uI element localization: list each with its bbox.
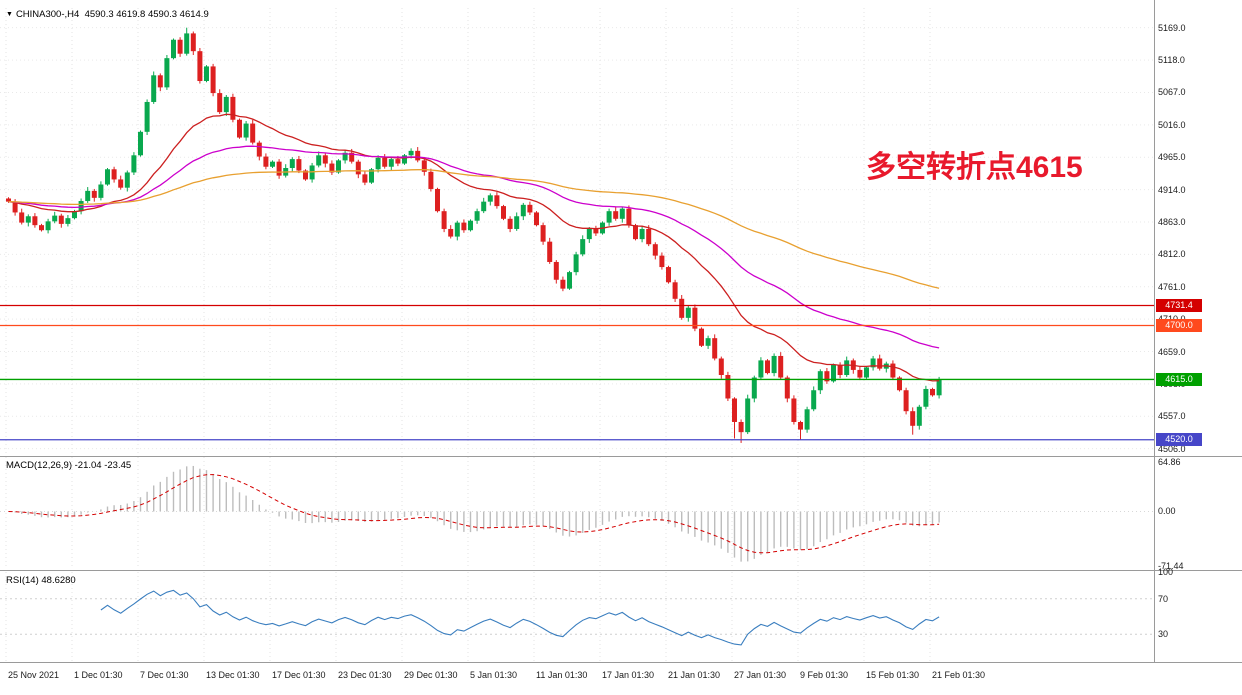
price-axis-label: 4914.0	[1158, 184, 1186, 195]
price-axis-label: 4812.0	[1158, 249, 1186, 260]
price-axis-label: 5169.0	[1158, 22, 1186, 33]
time-axis-label: 13 Dec 01:30	[206, 670, 260, 680]
symbol-period-label: CHINA300-,H4	[15, 9, 80, 20]
candles-layer	[6, 27, 942, 443]
time-axis-label: 29 Dec 01:30	[404, 670, 458, 680]
ohlc-values: 4590.3 4619.8 4590.3 4614.9	[84, 9, 209, 20]
time-axis-label: 23 Dec 01:30	[338, 670, 392, 680]
time-axis-label: 25 Nov 2021	[8, 670, 60, 680]
price-axis-label: 4557.0	[1158, 411, 1186, 422]
rsi-axis-label: 30	[1158, 629, 1169, 640]
time-axis-label: 17 Dec 01:30	[272, 670, 326, 680]
rsi-axis-label: 100	[1158, 567, 1174, 577]
rsi-indicator-label: RSI(14) 48.6280	[6, 575, 76, 586]
time-axis-label: 9 Feb 01:30	[800, 670, 849, 680]
price-axis-label: 4863.0	[1158, 216, 1186, 227]
symbol-info[interactable]: ▼ CHINA300-,H4 4590.3 4619.8 4590.3 4614.…	[6, 9, 209, 20]
price-line-badge[interactable]: 4700.0	[1156, 318, 1202, 332]
macd-axis-label: 64.86	[1158, 457, 1181, 467]
rsi-name: RSI(14)	[6, 575, 39, 586]
time-axis-label: 1 Dec 01:30	[74, 670, 123, 680]
rsi-axis-label: 70	[1158, 593, 1169, 604]
time-axis-label: 7 Dec 01:30	[140, 670, 189, 680]
rsi-current-value: 48.6280	[41, 575, 76, 586]
ma-mid-line	[8, 145, 940, 349]
price-line-badge[interactable]: 4615.0	[1156, 372, 1202, 386]
macd-indicator-label: MACD(12,26,9) -21.04 -23.45	[6, 460, 131, 471]
price-axis-label: 5118.0	[1158, 55, 1185, 66]
collapse-icon[interactable]: ▼	[6, 11, 13, 18]
ma-fast-line	[8, 113, 940, 382]
price-line-badge[interactable]: 4520.0	[1156, 433, 1202, 447]
annotation-text[interactable]: 多空转折点4615	[866, 151, 1083, 184]
price-axis-label: 4965.0	[1158, 152, 1186, 163]
macd-name: MACD(12,26,9)	[6, 460, 72, 471]
price-axis-label: 4659.0	[1158, 346, 1186, 357]
ma-slow-line	[8, 169, 940, 289]
time-axis-label: 27 Jan 01:30	[734, 670, 787, 680]
price-axis-label: 5067.0	[1158, 87, 1186, 98]
price-line-badge[interactable]: 4731.4	[1156, 299, 1202, 313]
macd-axis-label: 0.00	[1158, 506, 1176, 517]
time-axis-label: 11 Jan 01:30	[536, 670, 588, 680]
macd-histogram	[14, 465, 940, 562]
macd-axis-label: -71.44	[1158, 561, 1184, 571]
time-axis-label: 21 Feb 01:30	[932, 670, 986, 680]
price-axis-label: 4761.0	[1158, 281, 1186, 292]
rsi-line	[100, 589, 940, 646]
time-axis-label: 21 Jan 01:30	[668, 670, 721, 680]
price-axis-label: 5016.0	[1158, 119, 1186, 130]
time-axis-label: 17 Jan 01:30	[602, 670, 655, 680]
grid-layer	[0, 8, 1154, 661]
macd-signal-line	[8, 474, 940, 554]
time-axis-label: 5 Jan 01:30	[470, 670, 518, 680]
macd-current-values: -21.04 -23.45	[74, 460, 132, 471]
price-axis-label: 4506.0	[1158, 443, 1186, 454]
time-axis-label: 15 Feb 01:30	[866, 670, 920, 680]
